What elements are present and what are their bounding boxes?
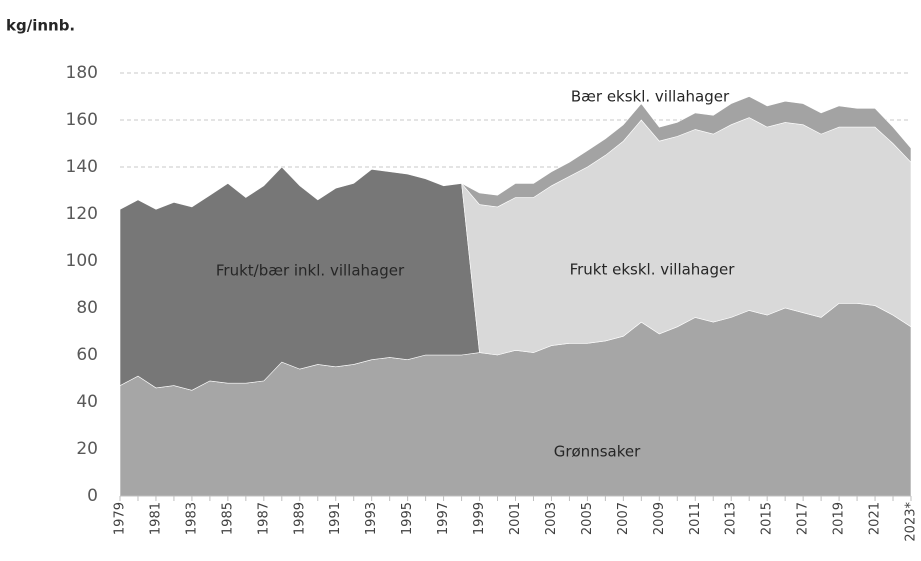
x-tick-label: 2017 bbox=[796, 502, 811, 535]
area bbox=[461, 96, 912, 208]
x-tick-label: 1983 bbox=[184, 502, 199, 535]
area-label: Grønnsaker bbox=[554, 443, 641, 461]
y-tick-label: 100 bbox=[66, 251, 98, 271]
x-tick-label: 1979 bbox=[113, 502, 128, 535]
area-label: Frukt/bær inkl. villahager bbox=[216, 262, 405, 280]
y-tick-label: 0 bbox=[87, 486, 98, 506]
x-tick-label: 1993 bbox=[364, 502, 379, 535]
x-tick-label: 1999 bbox=[472, 502, 487, 535]
y-tick-label: 120 bbox=[66, 204, 98, 224]
y-tick-label: 140 bbox=[66, 157, 98, 177]
x-tick-label: 1985 bbox=[220, 502, 235, 535]
x-tick-label: 2003 bbox=[544, 502, 559, 535]
y-tick-label: 40 bbox=[76, 392, 98, 412]
x-tick-label: 1997 bbox=[436, 502, 451, 535]
x-tick-label: 1989 bbox=[292, 502, 307, 535]
y-axis-label: kg/innb. bbox=[6, 17, 75, 35]
y-tick-label: 60 bbox=[76, 345, 98, 365]
x-tick-label: 2021 bbox=[868, 502, 883, 535]
x-tick-label: 2007 bbox=[616, 502, 631, 535]
area-label: Bær ekskl. villahager bbox=[571, 88, 730, 106]
x-tick-label: 2001 bbox=[508, 502, 523, 535]
y-tick-label: 80 bbox=[76, 298, 98, 318]
x-tick-label: 1987 bbox=[256, 502, 271, 535]
y-tick-label: 20 bbox=[76, 439, 98, 459]
x-tick-label: 2009 bbox=[652, 502, 667, 535]
x-tick-label: 1991 bbox=[328, 502, 343, 535]
y-tick-label: 180 bbox=[66, 63, 98, 83]
x-tick-label: 2023* bbox=[904, 502, 919, 542]
x-tick-label: 2013 bbox=[724, 502, 739, 535]
area-label: Frukt ekskl. villahager bbox=[570, 261, 736, 279]
x-tick-label: 2005 bbox=[580, 502, 595, 535]
y-tick-label: 160 bbox=[66, 110, 98, 130]
x-tick-label: 2019 bbox=[832, 502, 847, 535]
x-tick-label: 2011 bbox=[688, 502, 703, 535]
x-tick-label: 1981 bbox=[148, 502, 163, 535]
x-tick-label: 1995 bbox=[400, 502, 415, 535]
area bbox=[119, 166, 480, 391]
x-tick-label: 2015 bbox=[760, 502, 775, 535]
